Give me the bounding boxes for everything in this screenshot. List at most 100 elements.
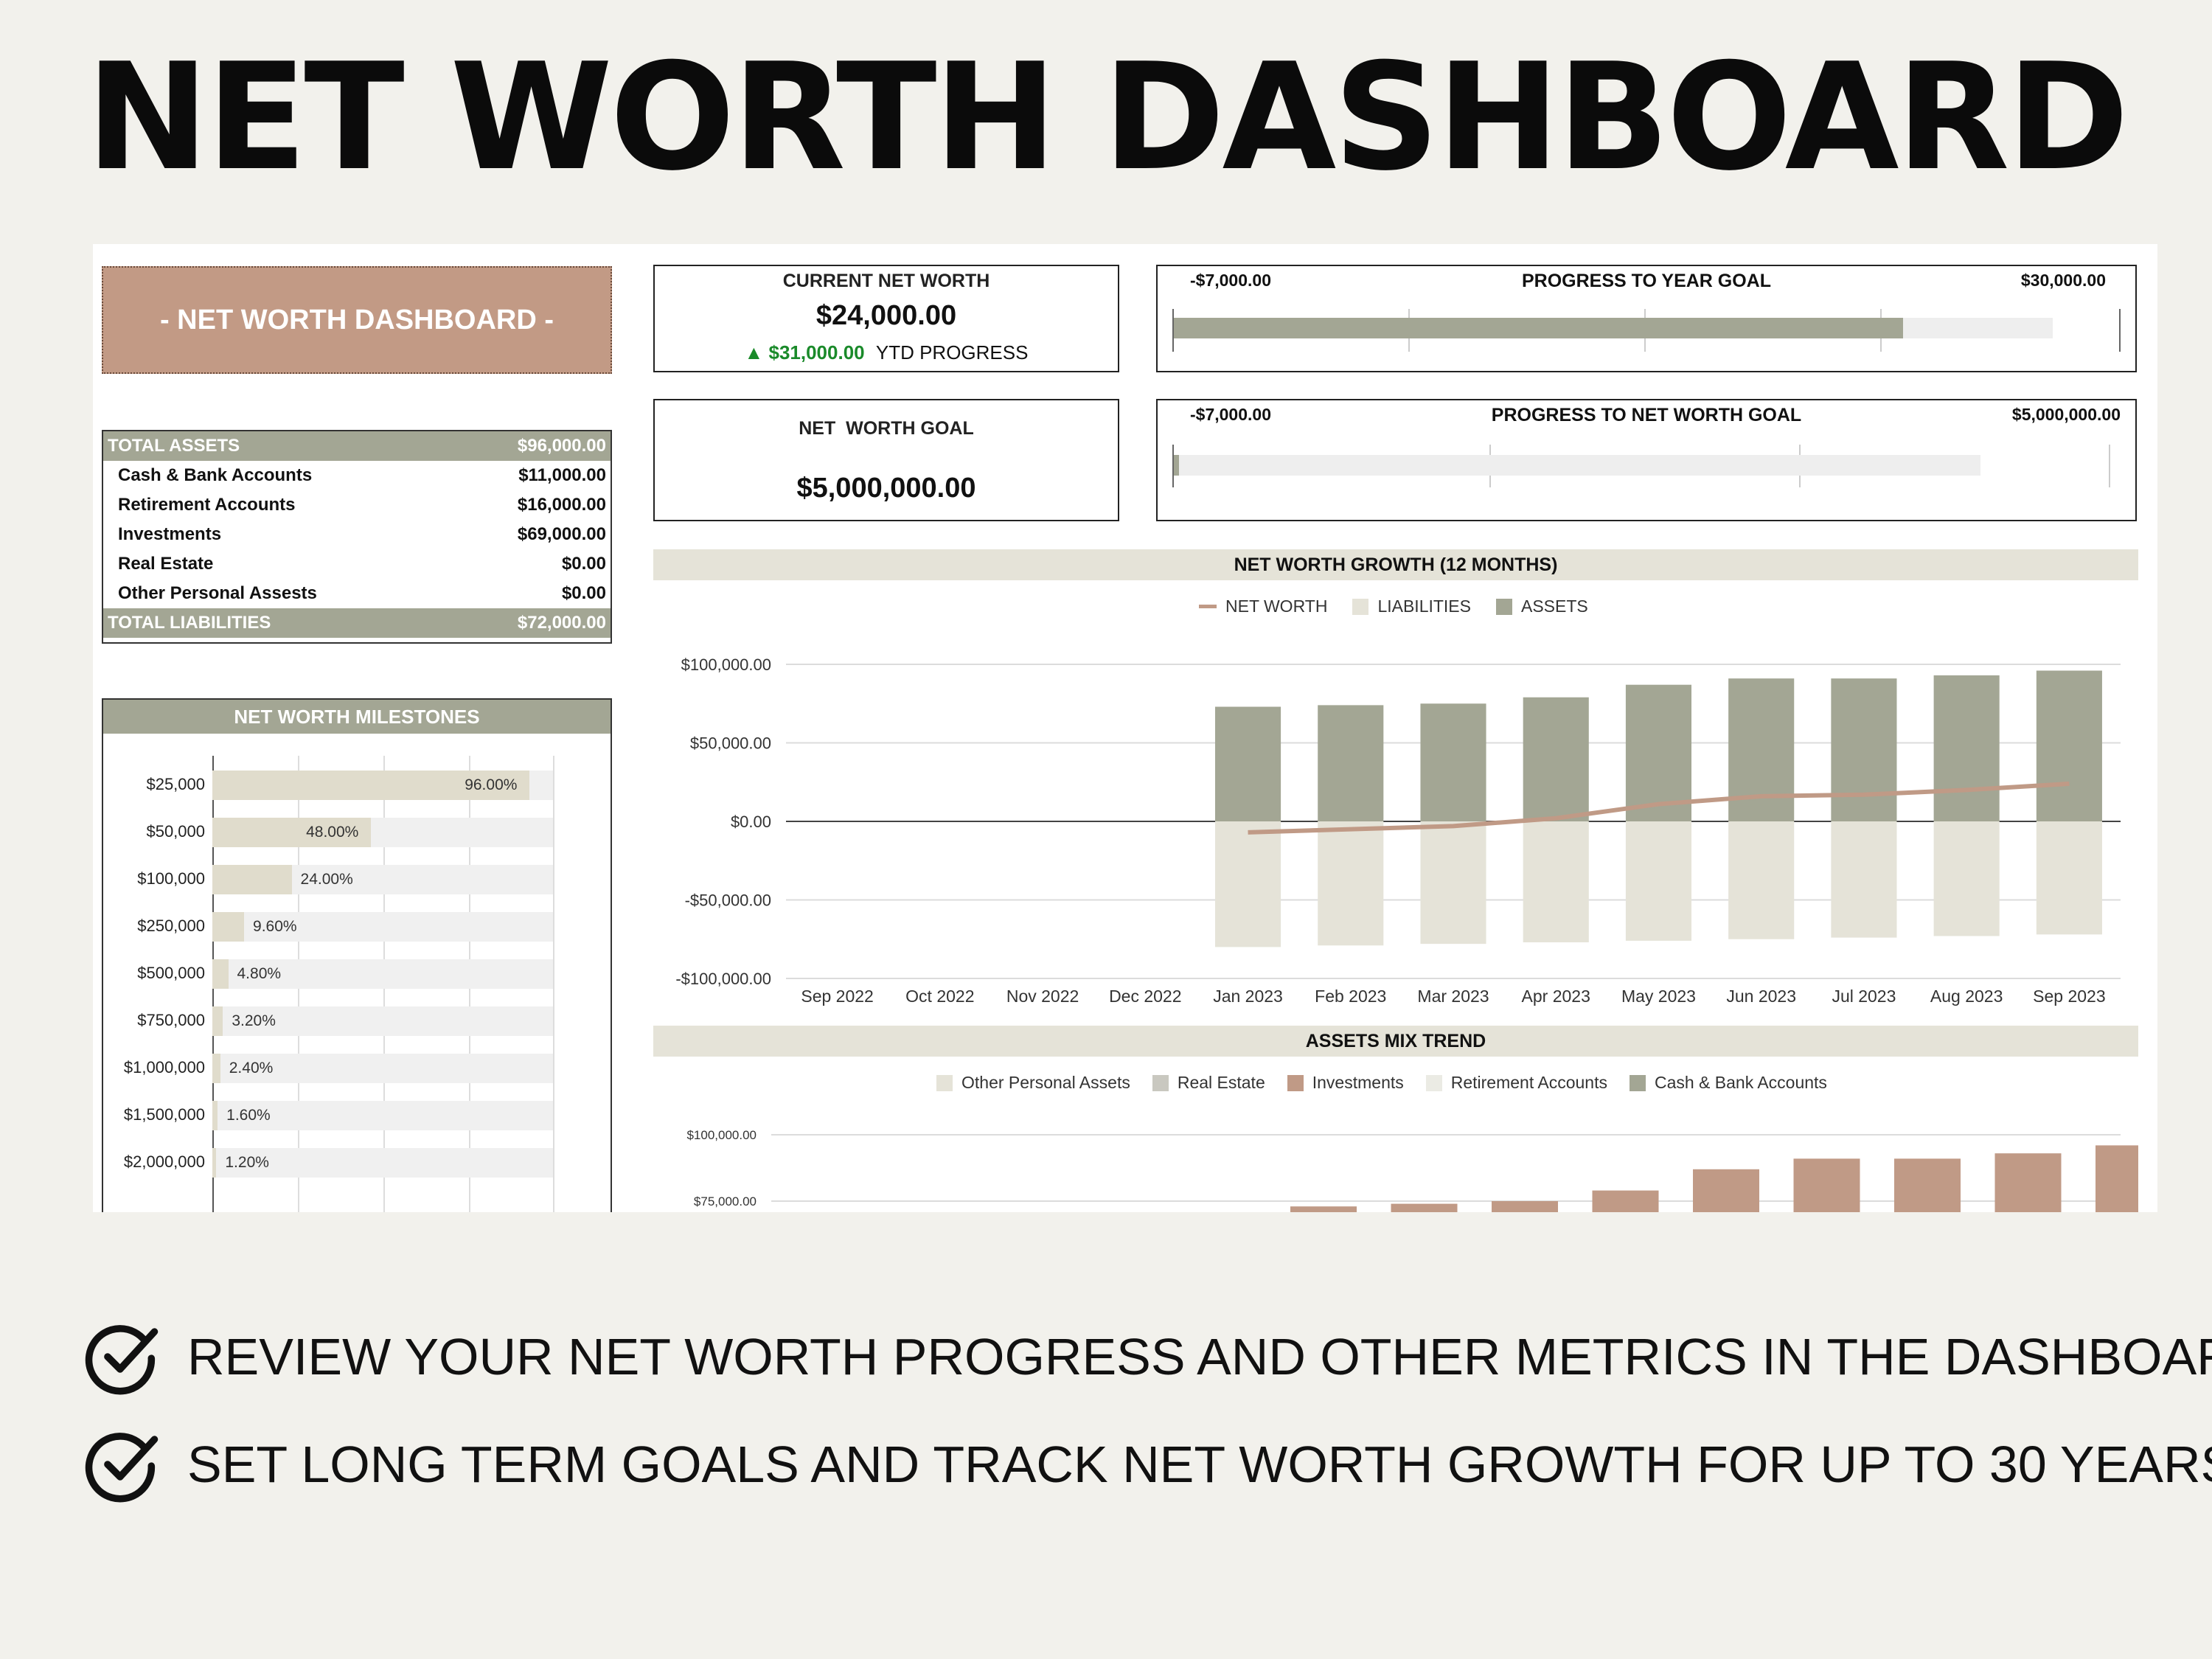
milestone-bar bbox=[212, 818, 372, 847]
investments-bar bbox=[1994, 1153, 2062, 1212]
total-assets-label: TOTAL ASSETS bbox=[103, 431, 454, 461]
feature-bullet-text: SET LONG TERM GOALS AND TRACK NET WORTH … bbox=[187, 1436, 2212, 1493]
assets-bar bbox=[1214, 706, 1281, 821]
asset-label: Other Personal Assests bbox=[103, 579, 454, 608]
milestone-bar bbox=[212, 865, 292, 894]
check-circle-icon bbox=[85, 1325, 159, 1395]
milestone-label: $2,000,000 bbox=[123, 1152, 205, 1171]
ytd-progress-label: YTD PROGRESS bbox=[875, 341, 1029, 364]
check-circle-icon bbox=[85, 1433, 159, 1503]
y-tick-label: $100,000.00 bbox=[686, 1128, 757, 1142]
legend-liabilities-label: LIABILITIES bbox=[1377, 597, 1471, 616]
milestone-label: $50,000 bbox=[146, 822, 205, 841]
asset-value: $69,000.00 bbox=[453, 520, 611, 549]
legend-label: Retirement Accounts bbox=[1450, 1073, 1607, 1092]
net-worth-goal-progress-card: -$7,000.00 PROGRESS TO NET WORTH GOAL $5… bbox=[1156, 399, 2137, 521]
investments-bar bbox=[1290, 1206, 1357, 1212]
x-tick-label: Sep 2023 bbox=[2033, 987, 2105, 1006]
milestone-track bbox=[212, 1101, 553, 1130]
legend-assets-label: ASSETS bbox=[1521, 597, 1588, 616]
asset-value: $16,000.00 bbox=[453, 490, 611, 520]
net-worth-line bbox=[1248, 781, 2070, 835]
x-tick-label: Feb 2023 bbox=[1315, 987, 1386, 1006]
hero-title: NET WORTH DASHBOARD bbox=[86, 32, 2129, 204]
milestone-pct: 1.60% bbox=[226, 1107, 271, 1124]
feature-bullet-text: REVIEW YOUR NET WORTH PROGRESS AND OTHER… bbox=[187, 1328, 2212, 1385]
feature-bullets: REVIEW YOUR NET WORTH PROGRESS AND OTHER… bbox=[83, 1312, 2212, 1528]
milestone-label: $1,500,000 bbox=[123, 1105, 205, 1124]
milestone-bar bbox=[212, 771, 530, 800]
legend-investments: Investments bbox=[1287, 1073, 1404, 1093]
net-worth-goal-max: $5,000,000.00 bbox=[2011, 405, 2121, 424]
legend-net-worth-label: NET WORTH bbox=[1225, 597, 1328, 616]
total-liabilities-label: TOTAL LIABILITIES bbox=[103, 608, 454, 638]
x-tick-label: Apr 2023 bbox=[1522, 987, 1590, 1006]
assets-bar bbox=[1831, 678, 1897, 821]
milestone-label: $1,000,000 bbox=[123, 1058, 205, 1077]
milestones-title: NET WORTH MILESTONES bbox=[103, 700, 611, 734]
assets-bar bbox=[1933, 675, 2000, 821]
investments-bar bbox=[1391, 1203, 1458, 1212]
year-goal-progress-card: -$7,000.00 PROGRESS TO YEAR GOAL $30,000… bbox=[1156, 265, 2137, 372]
x-tick-label: Aug 2023 bbox=[1930, 987, 2003, 1006]
x-tick-label: Jan 2023 bbox=[1213, 987, 1283, 1006]
milestones-chart: $25,000 96.00% $50,000 48.00% $100,000 24.00%… bbox=[103, 734, 611, 1212]
milestone-label: $750,000 bbox=[137, 1011, 205, 1029]
legend-real-estate: Real Estate bbox=[1152, 1073, 1265, 1093]
total-liabilities-row: TOTAL LIABILITIES $72,000.00 bbox=[103, 608, 611, 638]
assets-bar bbox=[2036, 670, 2102, 821]
net-worth-growth-chart: $100,000.00 $50,000.00 $0.00 -$50,000.00 -$1… bbox=[675, 655, 2121, 1006]
assets-bar bbox=[1420, 703, 1486, 821]
legend-label: Cash & Bank Accounts bbox=[1654, 1073, 1827, 1092]
milestone-pct: 2.40% bbox=[229, 1060, 274, 1077]
current-net-worth-label: CURRENT NET WORTH bbox=[782, 271, 990, 291]
legend-net-worth: NET WORTH bbox=[1199, 597, 1327, 616]
liabilities-bar bbox=[1831, 821, 1897, 938]
milestone-label: $25,000 bbox=[146, 775, 205, 793]
feature-bullet: SET LONG TERM GOALS AND TRACK NET WORTH … bbox=[83, 1420, 2212, 1509]
asset-label: Investments bbox=[103, 520, 454, 549]
milestone-pct: 4.80% bbox=[237, 965, 282, 982]
investments-bar bbox=[1693, 1169, 1759, 1212]
table-row: Investments $69,000.00 bbox=[103, 520, 611, 549]
asset-label: Retirement Accounts bbox=[103, 490, 454, 520]
net-worth-goal-card: NET WORTH GOAL $5,000,000.00 bbox=[653, 399, 1119, 521]
x-tick-label: Mar 2023 bbox=[1417, 987, 1489, 1006]
x-tick-label: May 2023 bbox=[1621, 987, 1696, 1006]
dashboard-banner: - NET WORTH DASHBOARD - bbox=[102, 266, 612, 374]
legend-assets: ASSETS bbox=[1496, 597, 1588, 616]
liabilities-bar bbox=[1933, 821, 2000, 936]
net-worth-goal-progress-title: PROGRESS TO NET WORTH GOAL bbox=[1491, 405, 1802, 425]
y-tick-label: $75,000.00 bbox=[694, 1194, 757, 1208]
milestone-bar bbox=[212, 1148, 217, 1178]
legend-label: Other Personal Assets bbox=[961, 1073, 1130, 1092]
net-worth-goal-value: $5,000,000.00 bbox=[796, 473, 976, 504]
assets-table: TOTAL ASSETS $96,000.00 Cash & Bank Acco… bbox=[102, 430, 612, 644]
x-tick-label: Dec 2022 bbox=[1109, 987, 1181, 1006]
investments-bar bbox=[1894, 1158, 1961, 1212]
legend-label: Investments bbox=[1312, 1073, 1404, 1092]
assets-bar bbox=[1318, 705, 1384, 821]
milestone-pct: 48.00% bbox=[306, 824, 359, 841]
y-tick-label: -$100,000.00 bbox=[675, 970, 771, 988]
assets-mix-legend: Other Personal Assets Real Estate Invest… bbox=[936, 1073, 1827, 1093]
year-goal-min: -$7,000.00 bbox=[1190, 271, 1271, 290]
y-tick-label: $50,000.00 bbox=[690, 734, 771, 753]
legend-retirement-accounts: Retirement Accounts bbox=[1425, 1073, 1607, 1093]
investments-bar bbox=[1793, 1158, 1860, 1212]
assets-mix-chart: $100,000.00 $75,000.00 bbox=[686, 1128, 2138, 1212]
asset-value: $0.00 bbox=[453, 549, 611, 579]
total-assets-row: TOTAL ASSETS $96,000.00 bbox=[103, 431, 611, 461]
milestone-bar bbox=[212, 912, 245, 942]
year-goal-fill bbox=[1174, 318, 1904, 338]
milestone-pct: 9.60% bbox=[253, 918, 297, 935]
legend-other-personal-assets: Other Personal Assets bbox=[936, 1073, 1130, 1093]
y-tick-label: -$50,000.00 bbox=[685, 891, 771, 910]
asset-label: Cash & Bank Accounts bbox=[103, 461, 454, 490]
net-worth-growth-title: NET WORTH GROWTH (12 MONTHS) bbox=[653, 549, 2138, 580]
assets-bar bbox=[1523, 697, 1589, 821]
milestone-track bbox=[212, 1148, 553, 1178]
feature-bullet: REVIEW YOUR NET WORTH PROGRESS AND OTHER… bbox=[83, 1312, 2212, 1401]
total-assets-value: $96,000.00 bbox=[453, 431, 611, 461]
milestone-pct: 3.20% bbox=[232, 1012, 276, 1029]
